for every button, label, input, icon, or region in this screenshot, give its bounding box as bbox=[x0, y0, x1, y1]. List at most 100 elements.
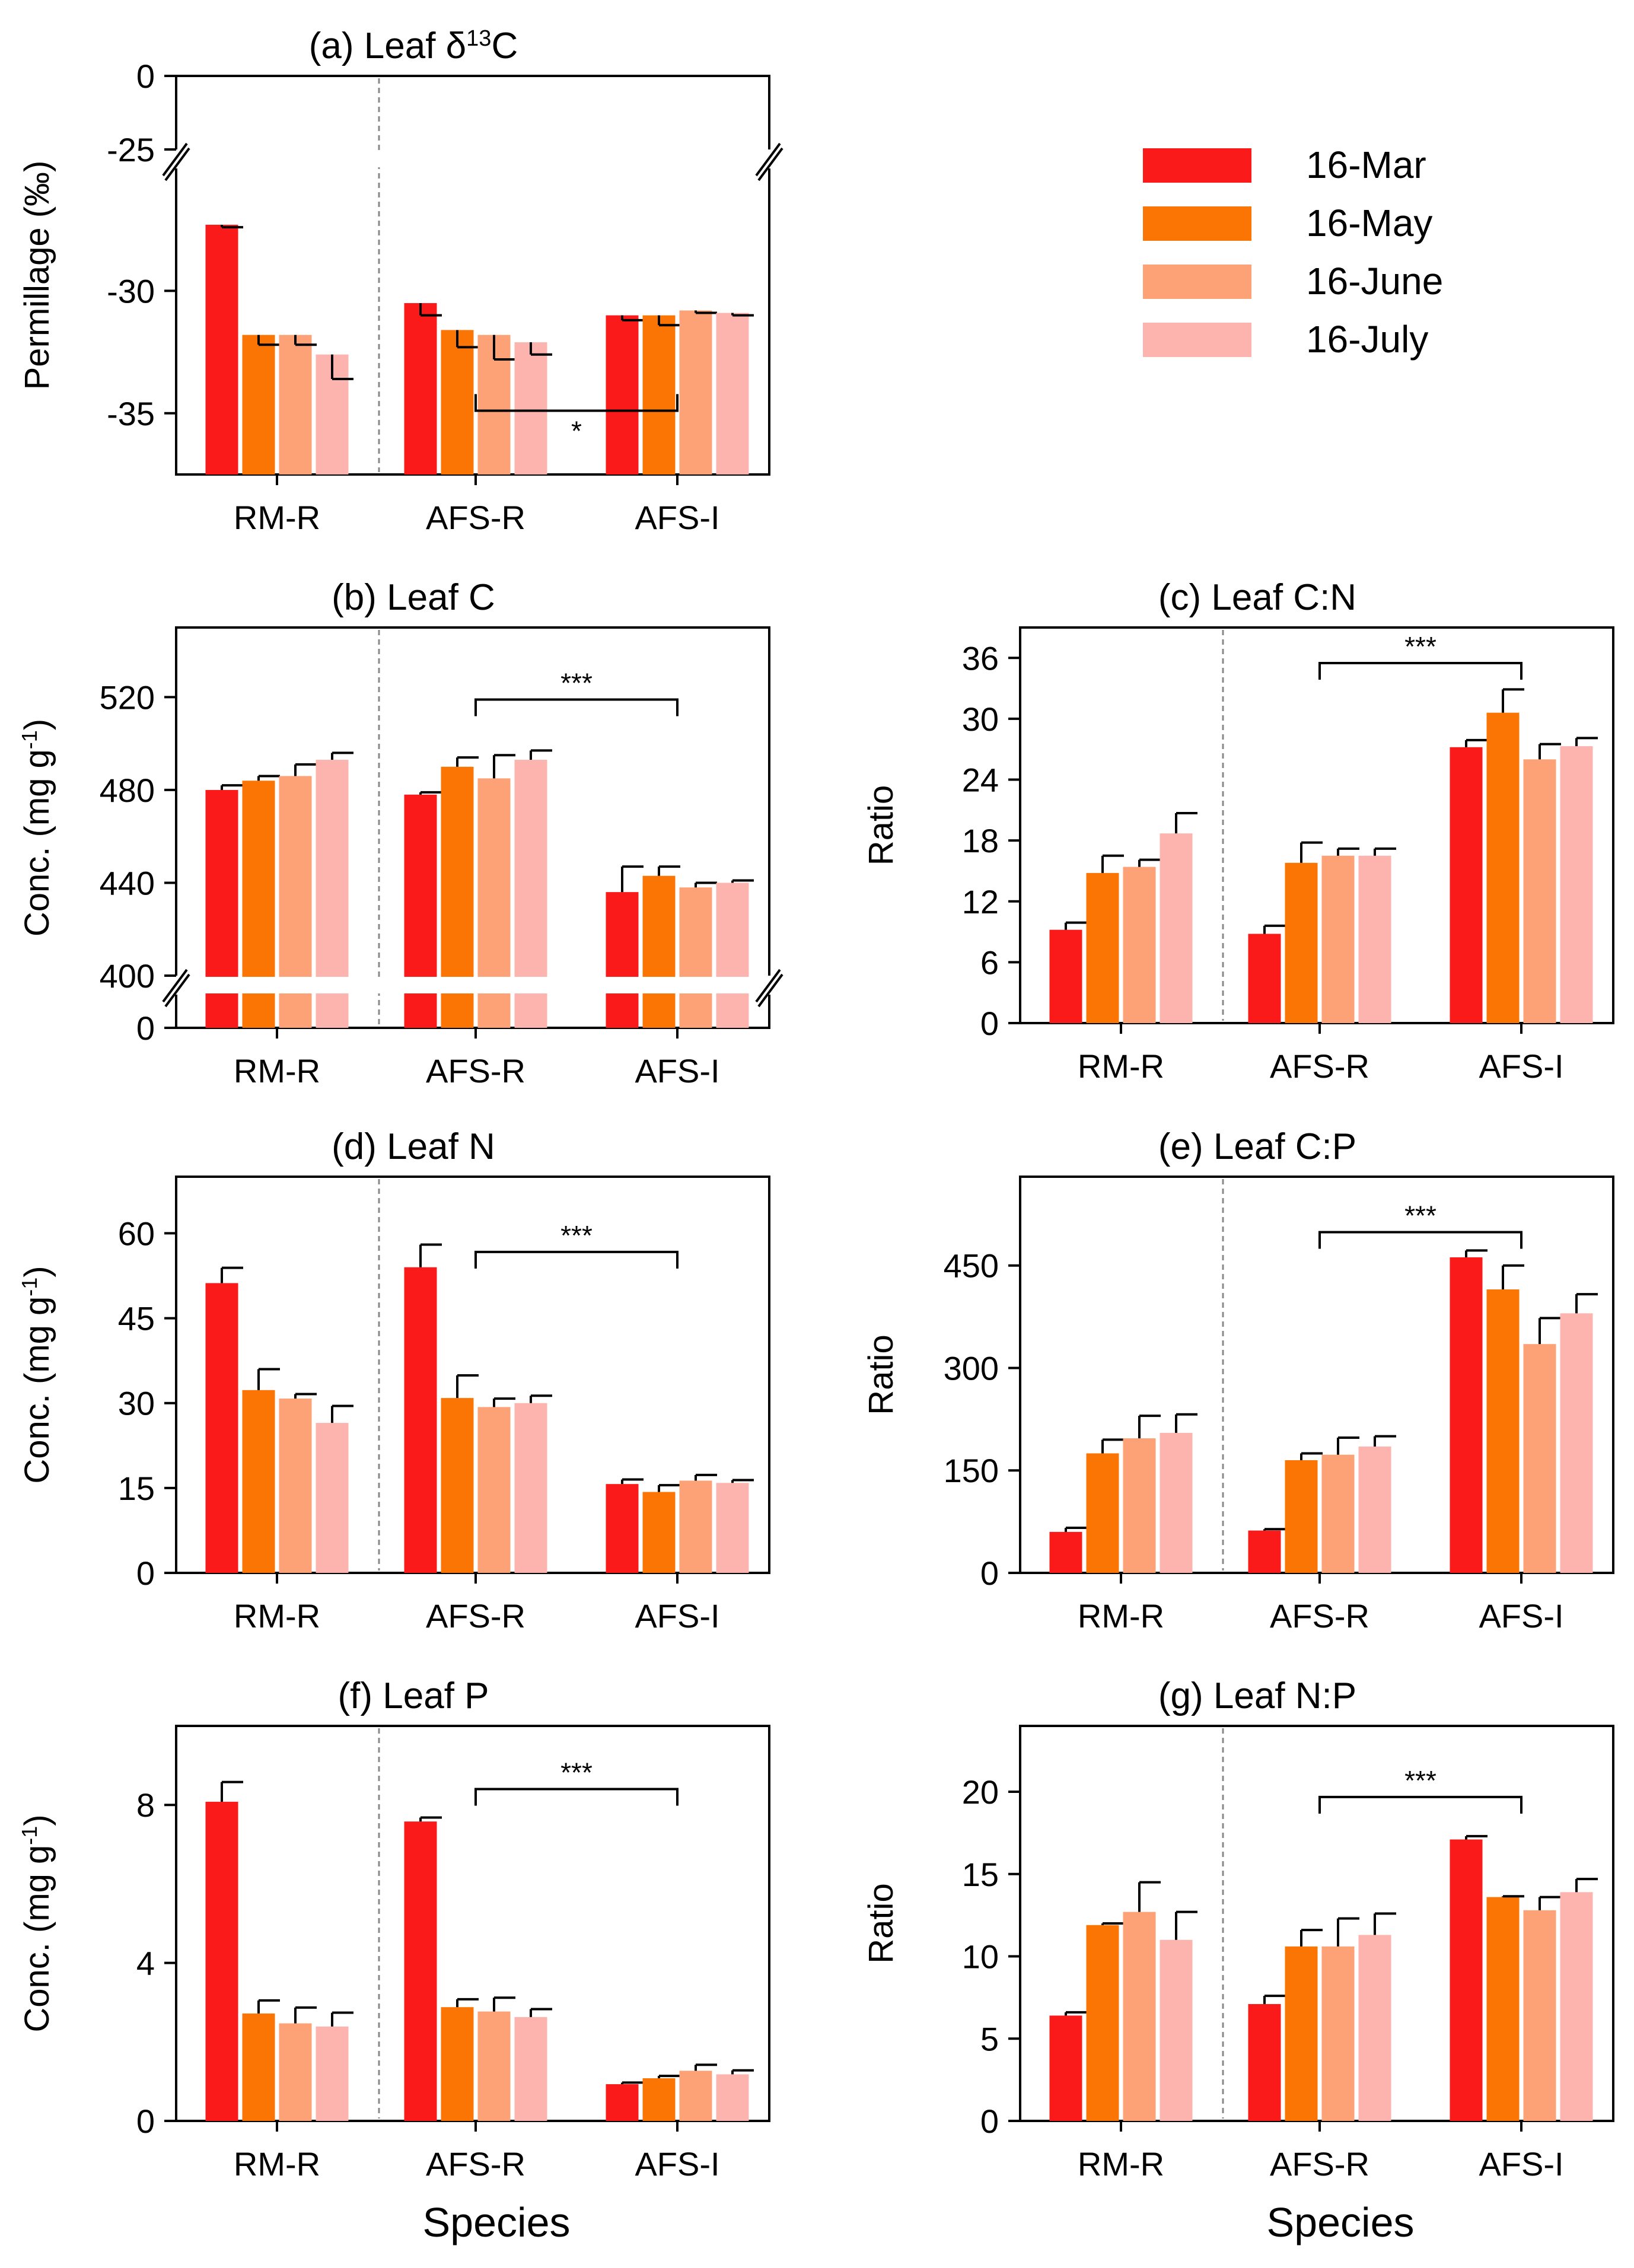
y-axis-label: Ratio bbox=[862, 1334, 900, 1415]
panel-title: (d) Leaf N bbox=[332, 1126, 495, 1167]
y-tick-label: 15 bbox=[962, 1856, 999, 1893]
y-tick-label: 12 bbox=[962, 883, 999, 920]
bar-16-Mar-RM-R bbox=[205, 224, 238, 474]
y-tick-label: 0 bbox=[980, 1005, 999, 1042]
y-tick-label: 36 bbox=[962, 639, 999, 677]
bar-16-May-AFS-R bbox=[441, 1398, 474, 1573]
y-tick-label: 10 bbox=[962, 1938, 999, 1976]
bar-16-June-RM-R bbox=[279, 2023, 312, 2121]
x-tick-label: AFS-I bbox=[635, 499, 719, 536]
bar-16-July-AFS-I bbox=[716, 313, 749, 474]
y-tick-label: 15 bbox=[118, 1470, 155, 1507]
bar-16-Mar-RM-R bbox=[205, 1801, 238, 2121]
panel-a: 0 -25 -30 -35 RM-R AFS-R AFS-I * (a) Leaf δ13C Pe… bbox=[18, 26, 783, 536]
y-tick-label: 60 bbox=[118, 1215, 155, 1252]
axis-break-mark bbox=[164, 147, 190, 181]
y-tick-label: 0 bbox=[980, 2103, 999, 2140]
panel-title: (g) Leaf N:P bbox=[1158, 1675, 1356, 1716]
y-tick-label: 0 bbox=[136, 2103, 155, 2140]
bar-16-June-AFS-I bbox=[679, 1480, 712, 1573]
y-tick-label: 0 bbox=[136, 1009, 155, 1047]
axis-break-mark bbox=[162, 969, 188, 1003]
axis-break-mark bbox=[755, 142, 781, 177]
y-axis-label: Permillage (‰) bbox=[18, 161, 56, 390]
y-tick-label: 30 bbox=[118, 1385, 155, 1422]
bar-16-May-RM-R bbox=[242, 1390, 275, 1573]
bar-16-June-RM-R bbox=[1123, 1912, 1156, 2121]
legend-swatch-16-Mar bbox=[1143, 148, 1251, 183]
y-tick-label: 20 bbox=[962, 1773, 999, 1811]
legend-swatch-16-May bbox=[1143, 206, 1251, 241]
significance-bracket bbox=[1318, 662, 1522, 680]
bar-16-June-AFS-R bbox=[1321, 855, 1355, 1023]
bar-16-Mar-RM-R bbox=[205, 1283, 238, 1573]
significance-label: *** bbox=[560, 1757, 593, 1788]
x-tick-label: AFS-I bbox=[635, 1597, 719, 1635]
bar-16-Mar-AFS-R bbox=[404, 1821, 437, 2121]
bar-16-July-AFS-R bbox=[1358, 1446, 1391, 1573]
panel-f: 0 4 8 RM-R AFS-R AFS-I *** (f) Leaf P Conc. (mg … bbox=[17, 1675, 770, 2245]
bar-16-May-AFS-I bbox=[642, 315, 676, 474]
bar-16-July-AFS-I bbox=[716, 2074, 749, 2121]
significance-label: *** bbox=[1404, 631, 1436, 662]
bar-16-Mar-AFS-I bbox=[1450, 1839, 1483, 2121]
bar-16-Mar-RM-R bbox=[1049, 1531, 1082, 1573]
legend-label: 16-May bbox=[1306, 202, 1432, 244]
y-tick-label: 5 bbox=[980, 2020, 999, 2057]
bar-16-May-AFS-I bbox=[1486, 1897, 1520, 2121]
bar-16-May-AFS-I bbox=[1486, 712, 1520, 1023]
panel-title: (a) Leaf δ13C bbox=[309, 26, 518, 66]
legend-swatch-16-July bbox=[1143, 323, 1251, 357]
bar-16-May-AFS-R bbox=[1285, 1460, 1318, 1573]
bar-16-July-AFS-R bbox=[1358, 855, 1391, 1023]
bar-16-June-RM-R bbox=[1123, 1438, 1156, 1573]
plot-border-upper bbox=[175, 75, 770, 149]
y-tick-label: 0 bbox=[136, 58, 155, 95]
y-tick-label: 24 bbox=[962, 762, 999, 799]
bar-16-May-AFS-R bbox=[441, 2007, 474, 2121]
panel-g: 0 5 10 15 20 RM-R AFS-R AFS-I *** (g) Leaf N:P Rat… bbox=[862, 1675, 1614, 2245]
y-tick-label: 4 bbox=[136, 1945, 155, 1982]
significance-label: * bbox=[571, 415, 582, 446]
bar-16-Mar-AFS-I bbox=[606, 2084, 639, 2121]
bar-16-Mar-AFS-R bbox=[1248, 934, 1281, 1023]
bar-16-May-AFS-R bbox=[441, 330, 474, 474]
bar-16-June-AFS-R bbox=[1321, 1454, 1355, 1573]
y-tick-label: 400 bbox=[100, 957, 155, 995]
axis-break-mark bbox=[757, 973, 783, 1008]
x-axis-label: Species bbox=[422, 2199, 570, 2245]
x-tick-label: AFS-R bbox=[1270, 1597, 1369, 1635]
y-tick-label: 45 bbox=[118, 1300, 155, 1337]
y-axis-label: Ratio bbox=[862, 785, 900, 865]
panel-c: 0 6 12 18 24 30 36 RM-R AFS-R AFS-I *** (c) Leaf C:… bbox=[862, 577, 1614, 1085]
panel-d: 0 15 30 45 60 RM-R AFS-R AFS-I *** (d) Leaf N Conc… bbox=[17, 1126, 770, 1635]
y-tick-label: 18 bbox=[962, 822, 999, 859]
bar-16-July-AFS-I bbox=[1560, 746, 1593, 1023]
axis-break-gap bbox=[177, 151, 768, 167]
significance-label: *** bbox=[1404, 1200, 1436, 1231]
x-tick-label: AFS-I bbox=[1479, 1597, 1563, 1635]
bar-16-Mar-AFS-R bbox=[404, 303, 437, 474]
y-tick-label: 440 bbox=[100, 864, 155, 902]
x-tick-label: RM-R bbox=[1078, 1597, 1164, 1635]
significance-bracket bbox=[474, 698, 679, 716]
x-tick-label: RM-R bbox=[234, 499, 320, 536]
bar-16-July-RM-R bbox=[1160, 833, 1193, 1023]
y-tick-label: 520 bbox=[100, 679, 155, 716]
x-tick-label: RM-R bbox=[234, 2145, 320, 2183]
bar-16-May-AFS-R bbox=[1285, 1946, 1318, 2121]
axis-break-mark bbox=[162, 142, 188, 177]
bar-16-July-AFS-I bbox=[1560, 1892, 1593, 2121]
legend: 16-Mar 16-May 16-June 16-July bbox=[1143, 144, 1443, 361]
bar-16-May-RM-R bbox=[1086, 1453, 1119, 1573]
bar-16-June-AFS-I bbox=[1523, 1910, 1556, 2121]
bar-16-July-RM-R bbox=[316, 2026, 349, 2121]
bar-16-Mar-AFS-I bbox=[1450, 747, 1483, 1023]
bar-16-July-AFS-I bbox=[1560, 1313, 1593, 1573]
y-tick-label: 30 bbox=[962, 700, 999, 738]
panel-title: (c) Leaf C:N bbox=[1158, 577, 1356, 618]
bar-16-June-AFS-I bbox=[679, 2070, 712, 2121]
bar-16-May-AFS-I bbox=[642, 2078, 676, 2121]
axis-break-mark bbox=[755, 969, 781, 1003]
